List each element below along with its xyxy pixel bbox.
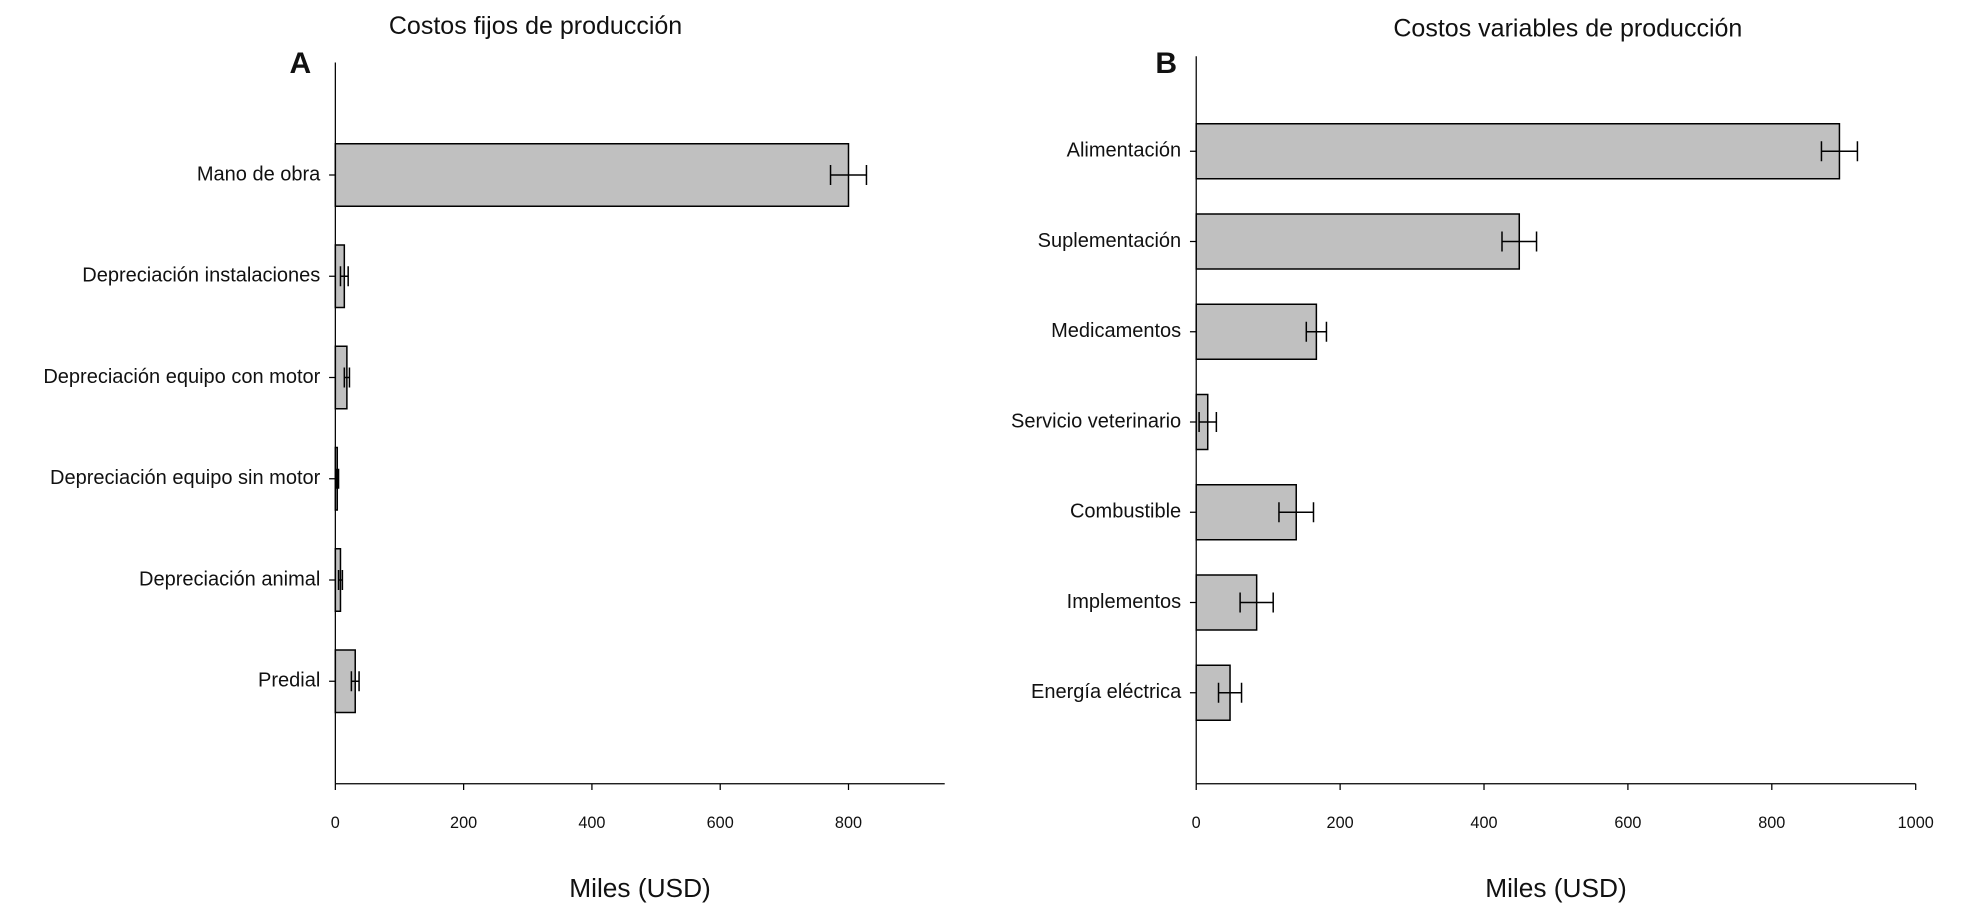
x-tick-label: 800 <box>1758 814 1785 832</box>
panel-label: A <box>289 47 311 80</box>
error-bar <box>1239 592 1274 613</box>
y-tick-label: Servicio veterinario <box>1011 410 1181 432</box>
bar <box>1195 123 1841 180</box>
x-tick-label: 400 <box>578 814 605 832</box>
y-tick-label: Energía eléctrica <box>1031 681 1182 703</box>
bar <box>334 143 850 207</box>
error-bar <box>339 266 349 287</box>
x-tick-label: 200 <box>450 814 477 832</box>
error-bar <box>1198 412 1218 432</box>
y-tick-label: Mano de obra <box>197 163 321 185</box>
x-tick-label: 0 <box>331 814 340 832</box>
error-bar <box>350 671 360 692</box>
x-axis-label: Miles (USD) <box>1485 873 1627 903</box>
error-bar <box>335 468 340 489</box>
error-bar <box>1820 141 1859 162</box>
x-tick-label: 600 <box>1614 814 1641 832</box>
y-tick-label: Depreciación instalaciones <box>82 265 320 287</box>
chart-title: Costos variables de producción <box>1393 15 1742 43</box>
y-tick-label: Predial <box>258 670 320 692</box>
y-tick-label: Depreciación animal <box>139 568 320 590</box>
x-axis-label: Miles (USD) <box>569 873 711 903</box>
x-tick-label: 800 <box>835 814 862 832</box>
panel-label: B <box>1155 47 1177 80</box>
chart-title: Costos fijos de producción <box>389 12 682 40</box>
x-tick-label: 0 <box>1192 814 1201 832</box>
y-tick-label: Depreciación equipo sin motor <box>50 467 321 489</box>
bar <box>1195 303 1318 360</box>
error-bar <box>1305 321 1328 342</box>
y-tick-label: Combustible <box>1070 501 1181 523</box>
error-bar <box>337 570 344 590</box>
error-bar <box>1217 682 1243 703</box>
y-tick-label: Implementos <box>1067 591 1182 613</box>
error-bar <box>829 165 868 185</box>
y-tick-label: Alimentación <box>1067 140 1182 162</box>
x-tick-label: 400 <box>1470 814 1497 832</box>
error-bar <box>1501 231 1538 252</box>
x-tick-label: 600 <box>707 814 734 832</box>
error-bar <box>1278 502 1315 523</box>
error-bar <box>343 367 351 388</box>
y-tick-label: Medicamentos <box>1051 320 1181 342</box>
x-tick-label: 1000 <box>1898 814 1934 832</box>
bar <box>1195 213 1521 270</box>
y-tick-label: Suplementación <box>1038 230 1182 252</box>
y-tick-label: Depreciación equipo con motor <box>43 366 320 388</box>
x-tick-label: 200 <box>1327 814 1354 832</box>
